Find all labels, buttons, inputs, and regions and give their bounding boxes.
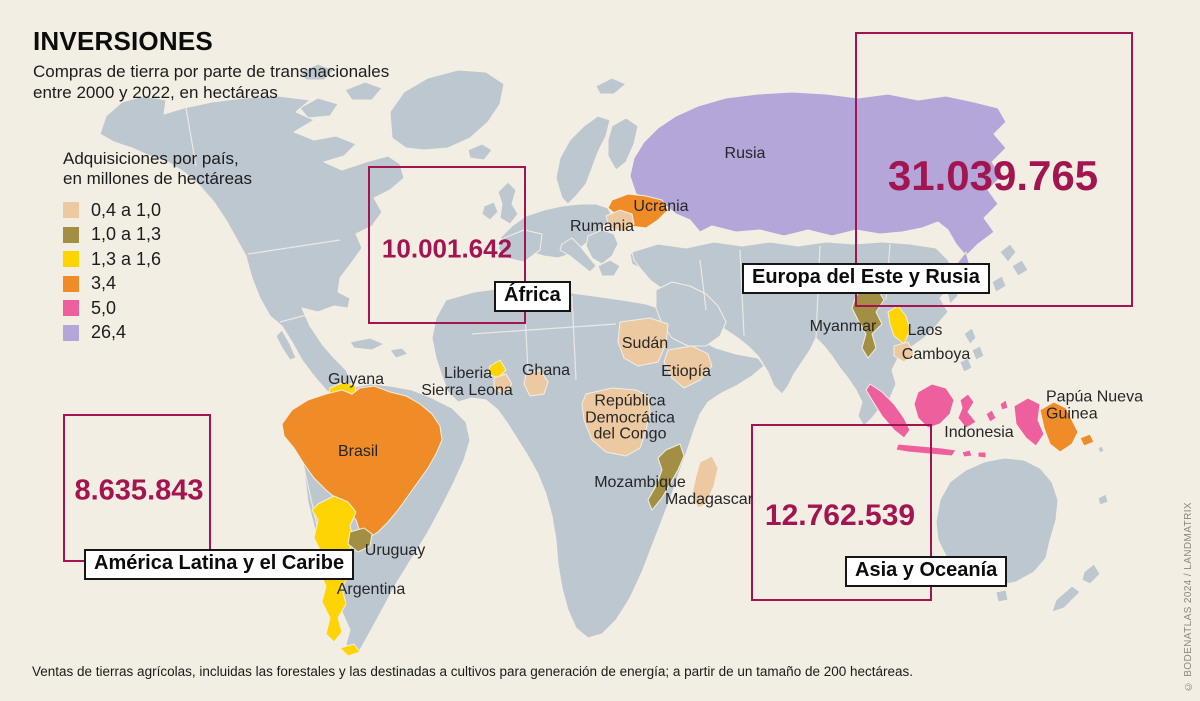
country-label-indonesia: Indonesia — [944, 423, 1014, 441]
landmass-iceland — [467, 143, 493, 161]
legend-swatch-icon — [63, 202, 79, 219]
country-label-uruguay: Uruguay — [364, 541, 426, 559]
region-box-europa — [855, 32, 1133, 307]
region-value-africa: 10.001.642 — [381, 233, 513, 264]
landmass-greece — [597, 259, 621, 277]
country-brasil — [281, 385, 443, 539]
legend-item: 3,4 — [63, 272, 252, 297]
region-value-asia: 12.762.539 — [764, 499, 916, 532]
country-label-argentina: Argentina — [336, 580, 406, 598]
page-subtitle: Compras de tierra por parte de transnaci… — [33, 62, 390, 102]
legend-item-label: 1,0 a 1,3 — [91, 224, 162, 245]
landmass-baja — [275, 329, 297, 361]
landmass-balkans — [585, 229, 619, 265]
country-ghana — [523, 369, 549, 397]
country-papua — [1039, 401, 1095, 453]
credit: © BODENATLAS 2024 / LANDMATRIX — [1183, 501, 1194, 691]
region-value-america: 8.635.843 — [74, 474, 204, 507]
page-title: INVERSIONES — [33, 26, 213, 56]
footnote: Ventas de tierras agrícolas, incluidas l… — [32, 664, 914, 679]
legend-item: 0,4 a 1,0 — [63, 198, 252, 223]
legend-title: Adquisiciones por país, en millones de h… — [63, 149, 253, 188]
region-label-europa: Europa del Este y Rusia — [742, 263, 990, 294]
country-label-ucrania: Ucrania — [633, 197, 689, 215]
landmass-new-zealand — [1051, 563, 1101, 613]
landmass-finland — [607, 117, 639, 171]
region-label-america: América Latina y el Caribe — [84, 549, 355, 580]
country-label-etiopia: Etiopía — [661, 362, 711, 380]
legend-item: 1,3 a 1,6 — [63, 247, 252, 272]
legend-swatch-icon — [63, 300, 79, 317]
country-label-guyana: Guyana — [327, 370, 385, 388]
country-rdc — [581, 387, 651, 457]
landmass-japan — [991, 243, 1029, 293]
legend-item-label: 3,4 — [91, 273, 117, 294]
landmass-tasmania — [995, 589, 1009, 603]
country-rumania — [605, 209, 635, 233]
country-mozambique — [647, 443, 685, 511]
legend-swatch-icon — [63, 275, 79, 292]
landmass-uk — [497, 181, 519, 225]
country-sierra-leona — [493, 373, 513, 395]
country-label-camboya: Camboya — [901, 345, 971, 363]
country-label-brasil: Brasil — [337, 442, 379, 460]
landmass-ireland — [481, 201, 499, 221]
country-sudan — [617, 317, 669, 367]
country-liberia — [487, 359, 507, 379]
landmass-caribbean — [349, 337, 409, 359]
region-value-europa: 31.039.765 — [887, 152, 1099, 199]
country-label-sudan: Sudán — [621, 334, 669, 352]
legend-item-label: 0,4 a 1,0 — [91, 199, 162, 220]
legend-item: 1,0 a 1,3 — [63, 223, 252, 248]
landmass-italy — [559, 237, 597, 273]
country-madagascar — [691, 455, 719, 509]
legend-swatch-icon — [63, 226, 79, 243]
country-label-liberia: Liberia — [443, 364, 493, 382]
landmass-philippines — [959, 327, 985, 373]
landmass-greenland — [389, 69, 505, 151]
region-label-asia: Asia y Oceanía — [845, 556, 1008, 587]
region-label-africa: África — [494, 281, 571, 312]
country-label-ghana: Ghana — [521, 361, 571, 379]
country-label-laos: Laos — [907, 321, 943, 339]
country-label-mozambique: Mozambique — [594, 473, 686, 491]
legend-item: 5,0 — [63, 296, 252, 321]
country-label-rdc: República Democrática del Congo — [585, 392, 675, 443]
legend-swatch-icon — [63, 251, 79, 268]
legend-item: 26,4 — [63, 321, 252, 346]
legend-swatch-icon — [63, 324, 79, 341]
region-box-asia — [751, 424, 932, 601]
legend-item-label: 26,4 — [91, 322, 127, 343]
country-label-rusia: Rusia — [724, 144, 766, 162]
legend-item-label: 1,3 a 1,6 — [91, 248, 162, 269]
country-camboya — [893, 341, 915, 363]
country-laos — [887, 305, 911, 345]
country-label-rumania: Rumania — [569, 217, 635, 235]
country-etiopia — [663, 345, 713, 389]
country-label-madagascar: Madagascar — [664, 490, 754, 508]
country-label-myanmar: Myanmar — [809, 317, 877, 335]
landmass-iberia — [497, 229, 543, 263]
country-label-sierra-leona: Sierra Leona — [421, 381, 513, 399]
region-box-africa — [368, 166, 526, 324]
landmass-north-america — [99, 95, 405, 401]
legend: Adquisiciones por país, en millones de h… — [63, 149, 252, 345]
landmass-scandinavia — [555, 115, 611, 205]
country-label-papua: Papúa Nueva Guinea — [1046, 388, 1143, 422]
legend-item-label: 5,0 — [91, 297, 117, 318]
country-uruguay — [347, 527, 373, 553]
